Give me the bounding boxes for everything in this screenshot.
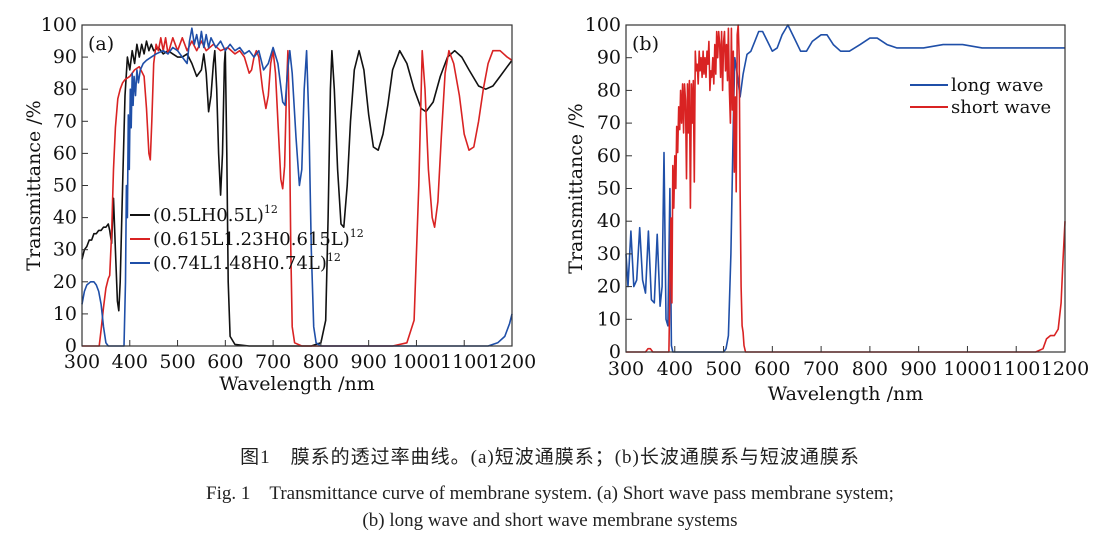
- caption-english-line2: (b) long wave and short wave membrane sy…: [362, 510, 738, 531]
- legend-superscript: 12: [350, 227, 364, 240]
- y-tick-label: 30: [597, 243, 621, 265]
- x-tick-label: 400: [112, 351, 148, 373]
- legend-label: (0.615L1.23H0.615L)12: [153, 227, 364, 250]
- y-tick-label: 20: [53, 271, 77, 293]
- chart-panel-b: 300 400 500 600 700 800 900 1000 1100 1200 0 10 20 30…: [565, 14, 1089, 405]
- x-tick-label: 900: [901, 358, 937, 380]
- series-line-0-5lh0-5l: [81, 40, 513, 347]
- y-tick-label: 70: [53, 110, 77, 132]
- x-tick-label: 300: [64, 351, 100, 373]
- y-tick-label: 50: [53, 175, 77, 197]
- y-tick-label: 90: [53, 46, 77, 68]
- y-tick-label: 30: [53, 239, 77, 261]
- y-tick-label: 0: [609, 341, 621, 363]
- x-axis-title: Wavelength /nm: [768, 383, 923, 405]
- x-tick-label: 1000: [943, 358, 991, 380]
- y-tick-label: 50: [597, 178, 621, 200]
- x-axis-title: Wavelength /nm: [219, 373, 374, 395]
- caption-english-line1: Fig. 1 Transmittance curve of membrane s…: [206, 483, 894, 504]
- y-tick-label: 60: [53, 142, 77, 164]
- caption-chinese: 图1 膜系的透过率曲线。(a)短波通膜系；(b)长波通膜系与短波通膜系: [240, 447, 860, 468]
- y-tick-label: 100: [41, 14, 77, 36]
- series-line-long-wave: [625, 24, 1065, 353]
- y-tick-label: 40: [53, 207, 77, 229]
- x-tick-label: 800: [303, 351, 339, 373]
- y-tick-label: 10: [597, 308, 621, 330]
- legend-superscript: 12: [327, 251, 341, 264]
- x-tick-label: 1100: [992, 358, 1040, 380]
- legend-label: short wave: [951, 97, 1051, 118]
- legend-superscript: 12: [264, 203, 278, 216]
- x-tick-label: 700: [255, 351, 291, 373]
- y-tick-label: 60: [597, 145, 621, 167]
- series-line-short-wave: [626, 24, 1066, 353]
- panel-label: (a): [88, 33, 114, 55]
- legend: (0.5LH0.5L)12(0.615L1.23H0.615L)12(0.74L…: [130, 203, 364, 274]
- legend-label: (0.74L1.48H0.74L)12: [153, 251, 341, 274]
- x-tick-label: 300: [608, 358, 644, 380]
- x-tick-label: 600: [754, 358, 790, 380]
- y-tick-label: 70: [597, 112, 621, 134]
- y-tick-label: 100: [585, 14, 621, 36]
- y-tick-label: 40: [597, 210, 621, 232]
- x-tick-label: 800: [852, 358, 888, 380]
- plot-frame: [81, 24, 513, 347]
- y-tick-label: 20: [597, 276, 621, 298]
- x-tick-label: 400: [657, 358, 693, 380]
- y-tick-label: 80: [597, 79, 621, 101]
- x-tick-label: 1100: [440, 351, 488, 373]
- x-tick-label: 900: [351, 351, 387, 373]
- panel-label: (b): [632, 33, 659, 55]
- y-tick-label: 0: [65, 335, 77, 357]
- y-tick-label: 10: [53, 303, 77, 325]
- series-line-0-74l1-48h0-74l: [81, 27, 513, 347]
- x-tick-label: 1200: [488, 351, 536, 373]
- x-tick-label: 500: [159, 351, 195, 373]
- x-tick-label: 700: [803, 358, 839, 380]
- y-axis-title: Transmittance /%: [23, 100, 45, 270]
- legend-label: (0.5LH0.5L)12: [153, 203, 278, 226]
- legend-label: long wave: [951, 75, 1043, 96]
- x-tick-label: 600: [207, 351, 243, 373]
- y-tick-label: 80: [53, 78, 77, 100]
- series-line-0-615l1-23h0-615l: [82, 37, 513, 347]
- y-tick-label: 90: [597, 47, 621, 69]
- chart-panel-a: 300 400 500 600 700 800 900 1000 1100 1200 0 10 20 30…: [23, 14, 536, 395]
- y-axis-title: Transmittance /%: [565, 103, 587, 273]
- figure-canvas: 300 400 500 600 700 800 900 1000 1100 12000102030…: [23, 14, 1089, 405]
- x-tick-label: 500: [705, 358, 741, 380]
- x-tick-label: 1200: [1041, 358, 1089, 380]
- x-tick-label: 1000: [392, 351, 440, 373]
